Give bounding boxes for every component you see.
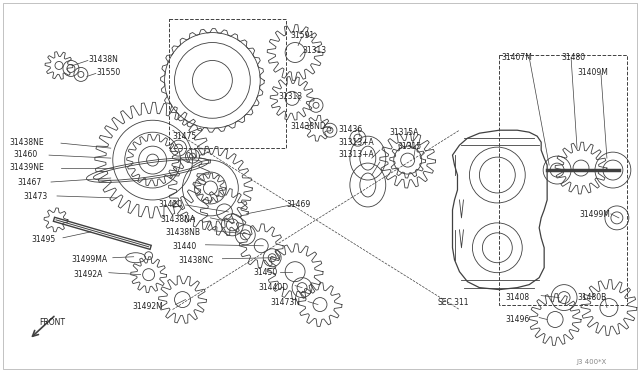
Bar	[499, 55, 627, 305]
Text: 31407M: 31407M	[501, 52, 532, 61]
Text: 31438NC: 31438NC	[179, 256, 214, 265]
Text: 31436: 31436	[338, 125, 362, 134]
Text: 31499M: 31499M	[579, 210, 610, 219]
Bar	[168, 19, 286, 148]
Text: 31467: 31467	[17, 178, 42, 187]
Text: 31439NE: 31439NE	[9, 163, 44, 172]
Text: 31499MA: 31499MA	[71, 255, 107, 264]
Text: 31438ND: 31438ND	[290, 122, 326, 131]
Text: 31469: 31469	[286, 200, 310, 209]
Text: J3 400*X: J3 400*X	[577, 359, 607, 365]
Text: 31473N: 31473N	[270, 298, 300, 307]
Text: 31480: 31480	[561, 52, 585, 61]
Text: 31450: 31450	[253, 268, 278, 277]
Text: 31315: 31315	[397, 142, 422, 151]
Text: 31408: 31408	[506, 293, 529, 302]
Text: 31313: 31313	[302, 45, 326, 55]
Text: FRONT: FRONT	[39, 318, 65, 327]
Text: 31480B: 31480B	[577, 293, 606, 302]
Text: 31438NB: 31438NB	[166, 228, 200, 237]
Text: 31313+A: 31313+A	[338, 150, 374, 159]
Text: 31440D: 31440D	[258, 283, 289, 292]
Text: 31473: 31473	[23, 192, 47, 201]
Text: SEC.311: SEC.311	[438, 298, 469, 307]
Text: 31475: 31475	[173, 132, 197, 141]
Text: 31440: 31440	[173, 242, 197, 251]
Text: 31438NE: 31438NE	[9, 138, 44, 147]
Text: 31409M: 31409M	[577, 68, 608, 77]
Text: 31313: 31313	[278, 92, 302, 101]
Text: 31492A: 31492A	[73, 270, 102, 279]
Text: 31460: 31460	[13, 150, 37, 159]
Text: 31495: 31495	[31, 235, 55, 244]
Text: 31492M: 31492M	[132, 302, 163, 311]
Text: 31313+A: 31313+A	[338, 138, 374, 147]
Text: 31550: 31550	[97, 68, 121, 77]
Text: 31420: 31420	[159, 200, 183, 209]
Text: 31315A: 31315A	[390, 128, 419, 137]
Text: 31438NA: 31438NA	[161, 215, 196, 224]
Text: 31496: 31496	[506, 314, 529, 324]
Text: 31438N: 31438N	[89, 55, 119, 64]
Text: 31591: 31591	[290, 31, 314, 39]
